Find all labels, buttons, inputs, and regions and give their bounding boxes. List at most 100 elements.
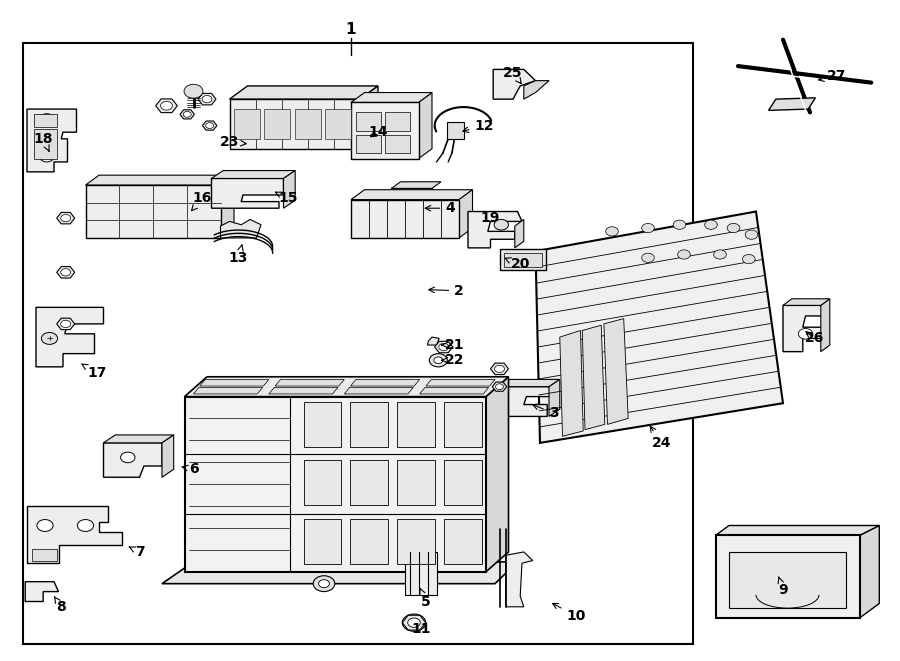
Bar bbox=[350, 460, 388, 506]
Text: 12: 12 bbox=[463, 118, 494, 133]
Text: 18: 18 bbox=[33, 132, 53, 151]
Bar bbox=[447, 122, 464, 139]
Polygon shape bbox=[200, 379, 269, 386]
Polygon shape bbox=[560, 330, 583, 436]
Circle shape bbox=[745, 230, 758, 239]
Polygon shape bbox=[284, 171, 295, 208]
Bar bbox=[444, 519, 482, 564]
Circle shape bbox=[496, 384, 503, 389]
Text: 13: 13 bbox=[229, 245, 248, 265]
Polygon shape bbox=[180, 110, 194, 119]
Bar bbox=[350, 402, 388, 447]
Circle shape bbox=[727, 223, 740, 233]
Text: 11: 11 bbox=[411, 622, 431, 637]
Polygon shape bbox=[486, 377, 508, 572]
Bar bbox=[500, 249, 546, 270]
Bar bbox=[34, 129, 57, 159]
Text: 16: 16 bbox=[192, 191, 212, 211]
Text: 4: 4 bbox=[425, 201, 454, 215]
Bar bbox=[22, 43, 693, 644]
Polygon shape bbox=[184, 377, 508, 397]
Circle shape bbox=[206, 123, 213, 128]
Circle shape bbox=[606, 227, 618, 236]
Polygon shape bbox=[104, 443, 162, 477]
Bar bbox=[397, 402, 435, 447]
Bar bbox=[295, 109, 320, 139]
Polygon shape bbox=[392, 182, 441, 188]
Polygon shape bbox=[821, 299, 830, 352]
Circle shape bbox=[714, 250, 726, 259]
Polygon shape bbox=[104, 435, 174, 443]
Circle shape bbox=[402, 614, 426, 631]
Text: 24: 24 bbox=[651, 426, 671, 450]
Bar bbox=[356, 112, 382, 131]
Bar bbox=[265, 109, 290, 139]
Polygon shape bbox=[86, 175, 234, 185]
Circle shape bbox=[37, 520, 53, 531]
Circle shape bbox=[673, 220, 686, 229]
Bar bbox=[32, 549, 57, 561]
Polygon shape bbox=[194, 387, 263, 394]
Polygon shape bbox=[57, 266, 75, 278]
Circle shape bbox=[61, 214, 70, 221]
Polygon shape bbox=[515, 219, 524, 248]
Polygon shape bbox=[360, 86, 378, 149]
Polygon shape bbox=[351, 93, 432, 102]
Polygon shape bbox=[435, 341, 453, 353]
Polygon shape bbox=[729, 552, 846, 608]
Bar bbox=[444, 460, 482, 506]
Bar bbox=[184, 397, 486, 572]
Circle shape bbox=[434, 357, 443, 364]
Polygon shape bbox=[582, 325, 605, 430]
Circle shape bbox=[642, 223, 654, 233]
Polygon shape bbox=[212, 178, 284, 208]
Bar bbox=[716, 535, 859, 618]
Polygon shape bbox=[392, 188, 436, 212]
Polygon shape bbox=[783, 305, 826, 352]
Text: 7: 7 bbox=[130, 545, 144, 559]
Circle shape bbox=[184, 112, 191, 117]
Polygon shape bbox=[344, 387, 413, 394]
Polygon shape bbox=[162, 435, 174, 477]
Polygon shape bbox=[57, 318, 75, 330]
Polygon shape bbox=[536, 212, 783, 443]
Circle shape bbox=[61, 321, 70, 327]
Polygon shape bbox=[25, 582, 58, 602]
Circle shape bbox=[77, 520, 94, 531]
Bar bbox=[34, 114, 57, 127]
Bar bbox=[303, 460, 341, 506]
Text: 15: 15 bbox=[275, 191, 298, 206]
Polygon shape bbox=[220, 219, 261, 238]
Text: 20: 20 bbox=[505, 257, 530, 272]
Polygon shape bbox=[491, 363, 508, 375]
Circle shape bbox=[41, 332, 58, 344]
Bar bbox=[504, 253, 542, 267]
Polygon shape bbox=[419, 387, 489, 394]
Polygon shape bbox=[524, 81, 549, 99]
Circle shape bbox=[184, 84, 202, 98]
Circle shape bbox=[429, 354, 447, 367]
Circle shape bbox=[40, 151, 54, 162]
Bar bbox=[234, 109, 260, 139]
Text: 10: 10 bbox=[553, 603, 586, 623]
Polygon shape bbox=[57, 212, 75, 224]
Bar bbox=[385, 135, 410, 153]
Bar bbox=[230, 99, 360, 149]
Text: 27: 27 bbox=[818, 69, 847, 83]
Text: 17: 17 bbox=[82, 364, 107, 381]
Text: 9: 9 bbox=[778, 577, 788, 597]
Text: 23: 23 bbox=[220, 135, 247, 149]
Bar bbox=[351, 102, 418, 159]
Circle shape bbox=[319, 580, 329, 588]
Bar bbox=[303, 402, 341, 447]
Polygon shape bbox=[493, 69, 536, 99]
Bar bbox=[303, 519, 341, 564]
Polygon shape bbox=[500, 379, 560, 387]
Circle shape bbox=[121, 452, 135, 463]
Text: 14: 14 bbox=[368, 125, 388, 139]
Polygon shape bbox=[351, 379, 419, 386]
Polygon shape bbox=[230, 86, 378, 99]
Circle shape bbox=[202, 95, 212, 102]
Circle shape bbox=[798, 329, 813, 339]
Bar bbox=[86, 185, 220, 238]
